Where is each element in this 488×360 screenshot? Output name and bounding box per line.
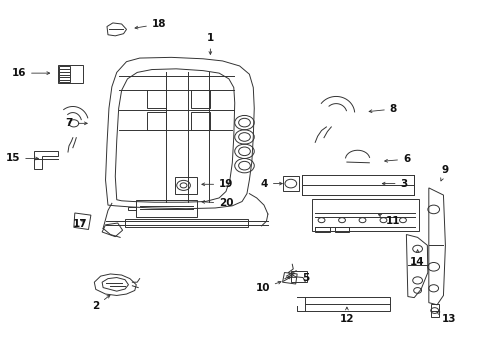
- Text: 18: 18: [135, 19, 166, 29]
- Text: 15: 15: [6, 153, 39, 163]
- Text: 16: 16: [12, 68, 50, 78]
- Text: 4: 4: [260, 179, 282, 189]
- Text: 17: 17: [73, 219, 87, 229]
- Text: 10: 10: [255, 281, 281, 293]
- Text: 6: 6: [384, 154, 409, 164]
- Text: 2: 2: [92, 295, 110, 311]
- Text: 8: 8: [368, 104, 396, 114]
- Text: 20: 20: [202, 198, 233, 208]
- Text: 11: 11: [378, 215, 400, 226]
- Text: 7: 7: [65, 118, 87, 128]
- Text: 3: 3: [382, 179, 407, 189]
- Text: 14: 14: [409, 250, 424, 267]
- Text: 19: 19: [202, 179, 233, 189]
- Text: 1: 1: [206, 33, 214, 54]
- Text: 5: 5: [286, 273, 308, 283]
- Text: 9: 9: [440, 165, 448, 181]
- Text: 13: 13: [436, 312, 456, 324]
- Text: 12: 12: [339, 307, 353, 324]
